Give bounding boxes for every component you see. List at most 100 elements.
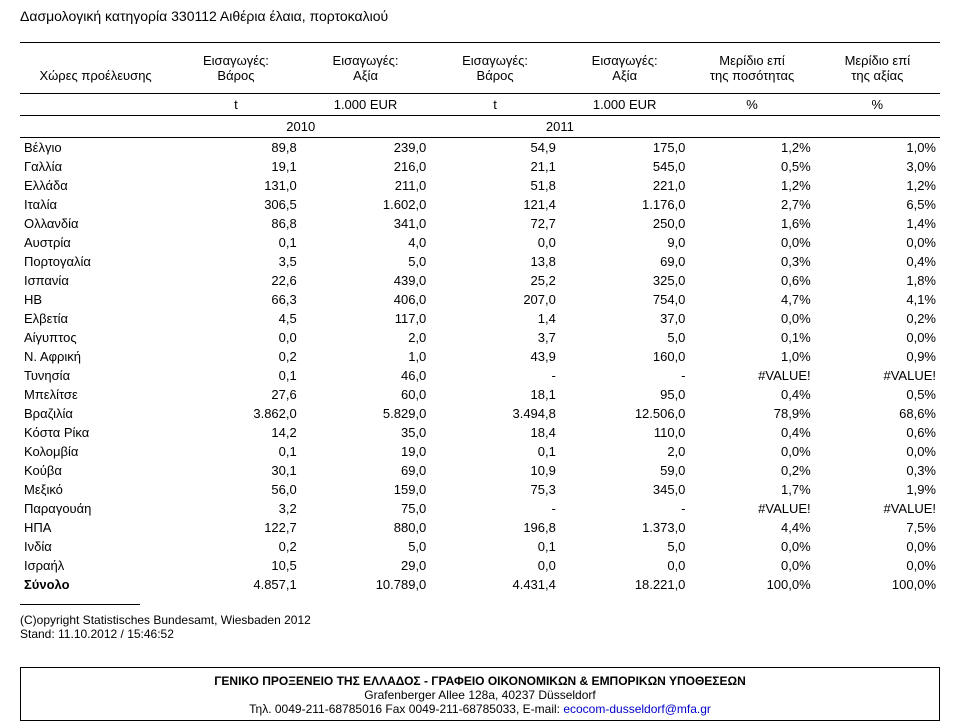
cell-value: 30,1 [171, 461, 301, 480]
table-row: Αυστρία0,14,00,09,00,0%0,0% [20, 233, 940, 252]
cell-value: 1,2% [815, 176, 940, 195]
cell-value: 2,0 [560, 442, 690, 461]
cell-value: 37,0 [560, 309, 690, 328]
cell-value: 159,0 [301, 480, 431, 499]
cell-value: 10.789,0 [301, 575, 431, 594]
cell-value: 54,9 [430, 138, 560, 158]
cell-value: 0,2% [815, 309, 940, 328]
cell-value: 325,0 [560, 271, 690, 290]
cell-value: 0,5% [689, 157, 814, 176]
footer-line3: Τηλ. 0049-211-68785016 Fax 0049-211-6878… [29, 702, 931, 716]
cell-value: 56,0 [171, 480, 301, 499]
cell-country: Ελβετία [20, 309, 171, 328]
cell-value: 196,8 [430, 518, 560, 537]
unit-0: t [171, 94, 301, 116]
cell-value: 3,0% [815, 157, 940, 176]
table-row: Ολλανδία86,8341,072,7250,01,6%1,4% [20, 214, 940, 233]
cell-value: 4,4% [689, 518, 814, 537]
cell-value: 1,0% [689, 347, 814, 366]
cell-value: 1,0 [301, 347, 431, 366]
cell-value: 0,0 [430, 556, 560, 575]
cell-value: 89,8 [171, 138, 301, 158]
cell-value: 100,0% [689, 575, 814, 594]
cell-value: 754,0 [560, 290, 690, 309]
cell-value: 1.602,0 [301, 195, 431, 214]
cell-value: 66,3 [171, 290, 301, 309]
data-table: Χώρες προέλευσης Εισαγωγές: Βάρος Εισαγω… [20, 42, 940, 594]
table-row: Ισπανία22,6439,025,2325,00,6%1,8% [20, 271, 940, 290]
cell-value: 3.862,0 [171, 404, 301, 423]
cell-value: 0,1 [171, 366, 301, 385]
table-row: Μεξικό56,0159,075,3345,01,7%1,9% [20, 480, 940, 499]
cell-value: 4,0 [301, 233, 431, 252]
cell-value: 14,2 [171, 423, 301, 442]
cell-value: 0,4% [689, 385, 814, 404]
table-header: Χώρες προέλευσης Εισαγωγές: Βάρος Εισαγω… [20, 43, 940, 138]
cell-value: 5.829,0 [301, 404, 431, 423]
cell-value: 0,0 [430, 233, 560, 252]
cell-value: 131,0 [171, 176, 301, 195]
table-row: ΗΒ66,3406,0207,0754,04,7%4,1% [20, 290, 940, 309]
cell-value: 59,0 [560, 461, 690, 480]
unit-3: 1.000 EUR [560, 94, 690, 116]
cell-value: 406,0 [301, 290, 431, 309]
cell-value: 5,0 [560, 328, 690, 347]
cell-country: Γαλλία [20, 157, 171, 176]
cell-country: Πορτογαλία [20, 252, 171, 271]
cell-country: Ινδία [20, 537, 171, 556]
footer-box: ΓΕΝΙΚΟ ΠΡΟΞΕΝΕΙΟ ΤΗΣ ΕΛΛΑΔΟΣ - ΓΡΑΦΕΙΟ Ο… [20, 667, 940, 721]
cell-value: - [560, 366, 690, 385]
cell-value: 250,0 [560, 214, 690, 233]
table-body: Βέλγιο89,8239,054,9175,01,2%1,0%Γαλλία19… [20, 138, 940, 595]
cell-value: #VALUE! [815, 366, 940, 385]
header-col-3: Εισαγωγές: Αξία [560, 43, 690, 94]
cell-value: 12.506,0 [560, 404, 690, 423]
table-row: Βραζιλία3.862,05.829,03.494,812.506,078,… [20, 404, 940, 423]
cell-country: Παραγουάη [20, 499, 171, 518]
cell-value: 21,1 [430, 157, 560, 176]
category-title: Δασμολογική κατηγορία 330112 Αιθέρια έλα… [20, 8, 940, 24]
cell-country: Κόστα Ρίκα [20, 423, 171, 442]
cell-value: 7,5% [815, 518, 940, 537]
cell-value: 1,8% [815, 271, 940, 290]
header-country: Χώρες προέλευσης [20, 43, 171, 94]
table-row: Κούβα30,169,010,959,00,2%0,3% [20, 461, 940, 480]
cell-value: 0,2 [171, 537, 301, 556]
cell-value: 69,0 [301, 461, 431, 480]
cell-value: 175,0 [560, 138, 690, 158]
cell-value: 18.221,0 [560, 575, 690, 594]
table-row: Κόστα Ρίκα14,235,018,4110,00,4%0,6% [20, 423, 940, 442]
year-blank-right [689, 116, 940, 138]
table-row: Βέλγιο89,8239,054,9175,01,2%1,0% [20, 138, 940, 158]
cell-value: 306,5 [171, 195, 301, 214]
cell-value: 439,0 [301, 271, 431, 290]
cell-country: Ελλάδα [20, 176, 171, 195]
cell-country: Κούβα [20, 461, 171, 480]
cell-country: Τυνησία [20, 366, 171, 385]
cell-value: 3,7 [430, 328, 560, 347]
table-row: Κολομβία0,119,00,12,00,0%0,0% [20, 442, 940, 461]
table-row: Μπελίτσε27,660,018,195,00,4%0,5% [20, 385, 940, 404]
cell-value: #VALUE! [689, 499, 814, 518]
table-row: Ιταλία306,51.602,0121,41.176,02,7%6,5% [20, 195, 940, 214]
cell-value: 880,0 [301, 518, 431, 537]
cell-value: 0,0% [689, 233, 814, 252]
cell-value: 5,0 [301, 252, 431, 271]
cell-value: 0,1 [171, 233, 301, 252]
table-row: Ινδία0,25,00,15,00,0%0,0% [20, 537, 940, 556]
cell-value: 0,0% [815, 233, 940, 252]
cell-value: 160,0 [560, 347, 690, 366]
cell-value: #VALUE! [689, 366, 814, 385]
cell-value: 95,0 [560, 385, 690, 404]
cell-country: Ισραήλ [20, 556, 171, 575]
cell-country: Αίγυπτος [20, 328, 171, 347]
cell-country: Σύνολο [20, 575, 171, 594]
cell-value: 10,5 [171, 556, 301, 575]
cell-value: 29,0 [301, 556, 431, 575]
cell-value: 0,9% [815, 347, 940, 366]
cell-value: 121,4 [430, 195, 560, 214]
cell-value: 1,4 [430, 309, 560, 328]
cell-value: 19,1 [171, 157, 301, 176]
cell-value: 3,5 [171, 252, 301, 271]
cell-country: Μπελίτσε [20, 385, 171, 404]
